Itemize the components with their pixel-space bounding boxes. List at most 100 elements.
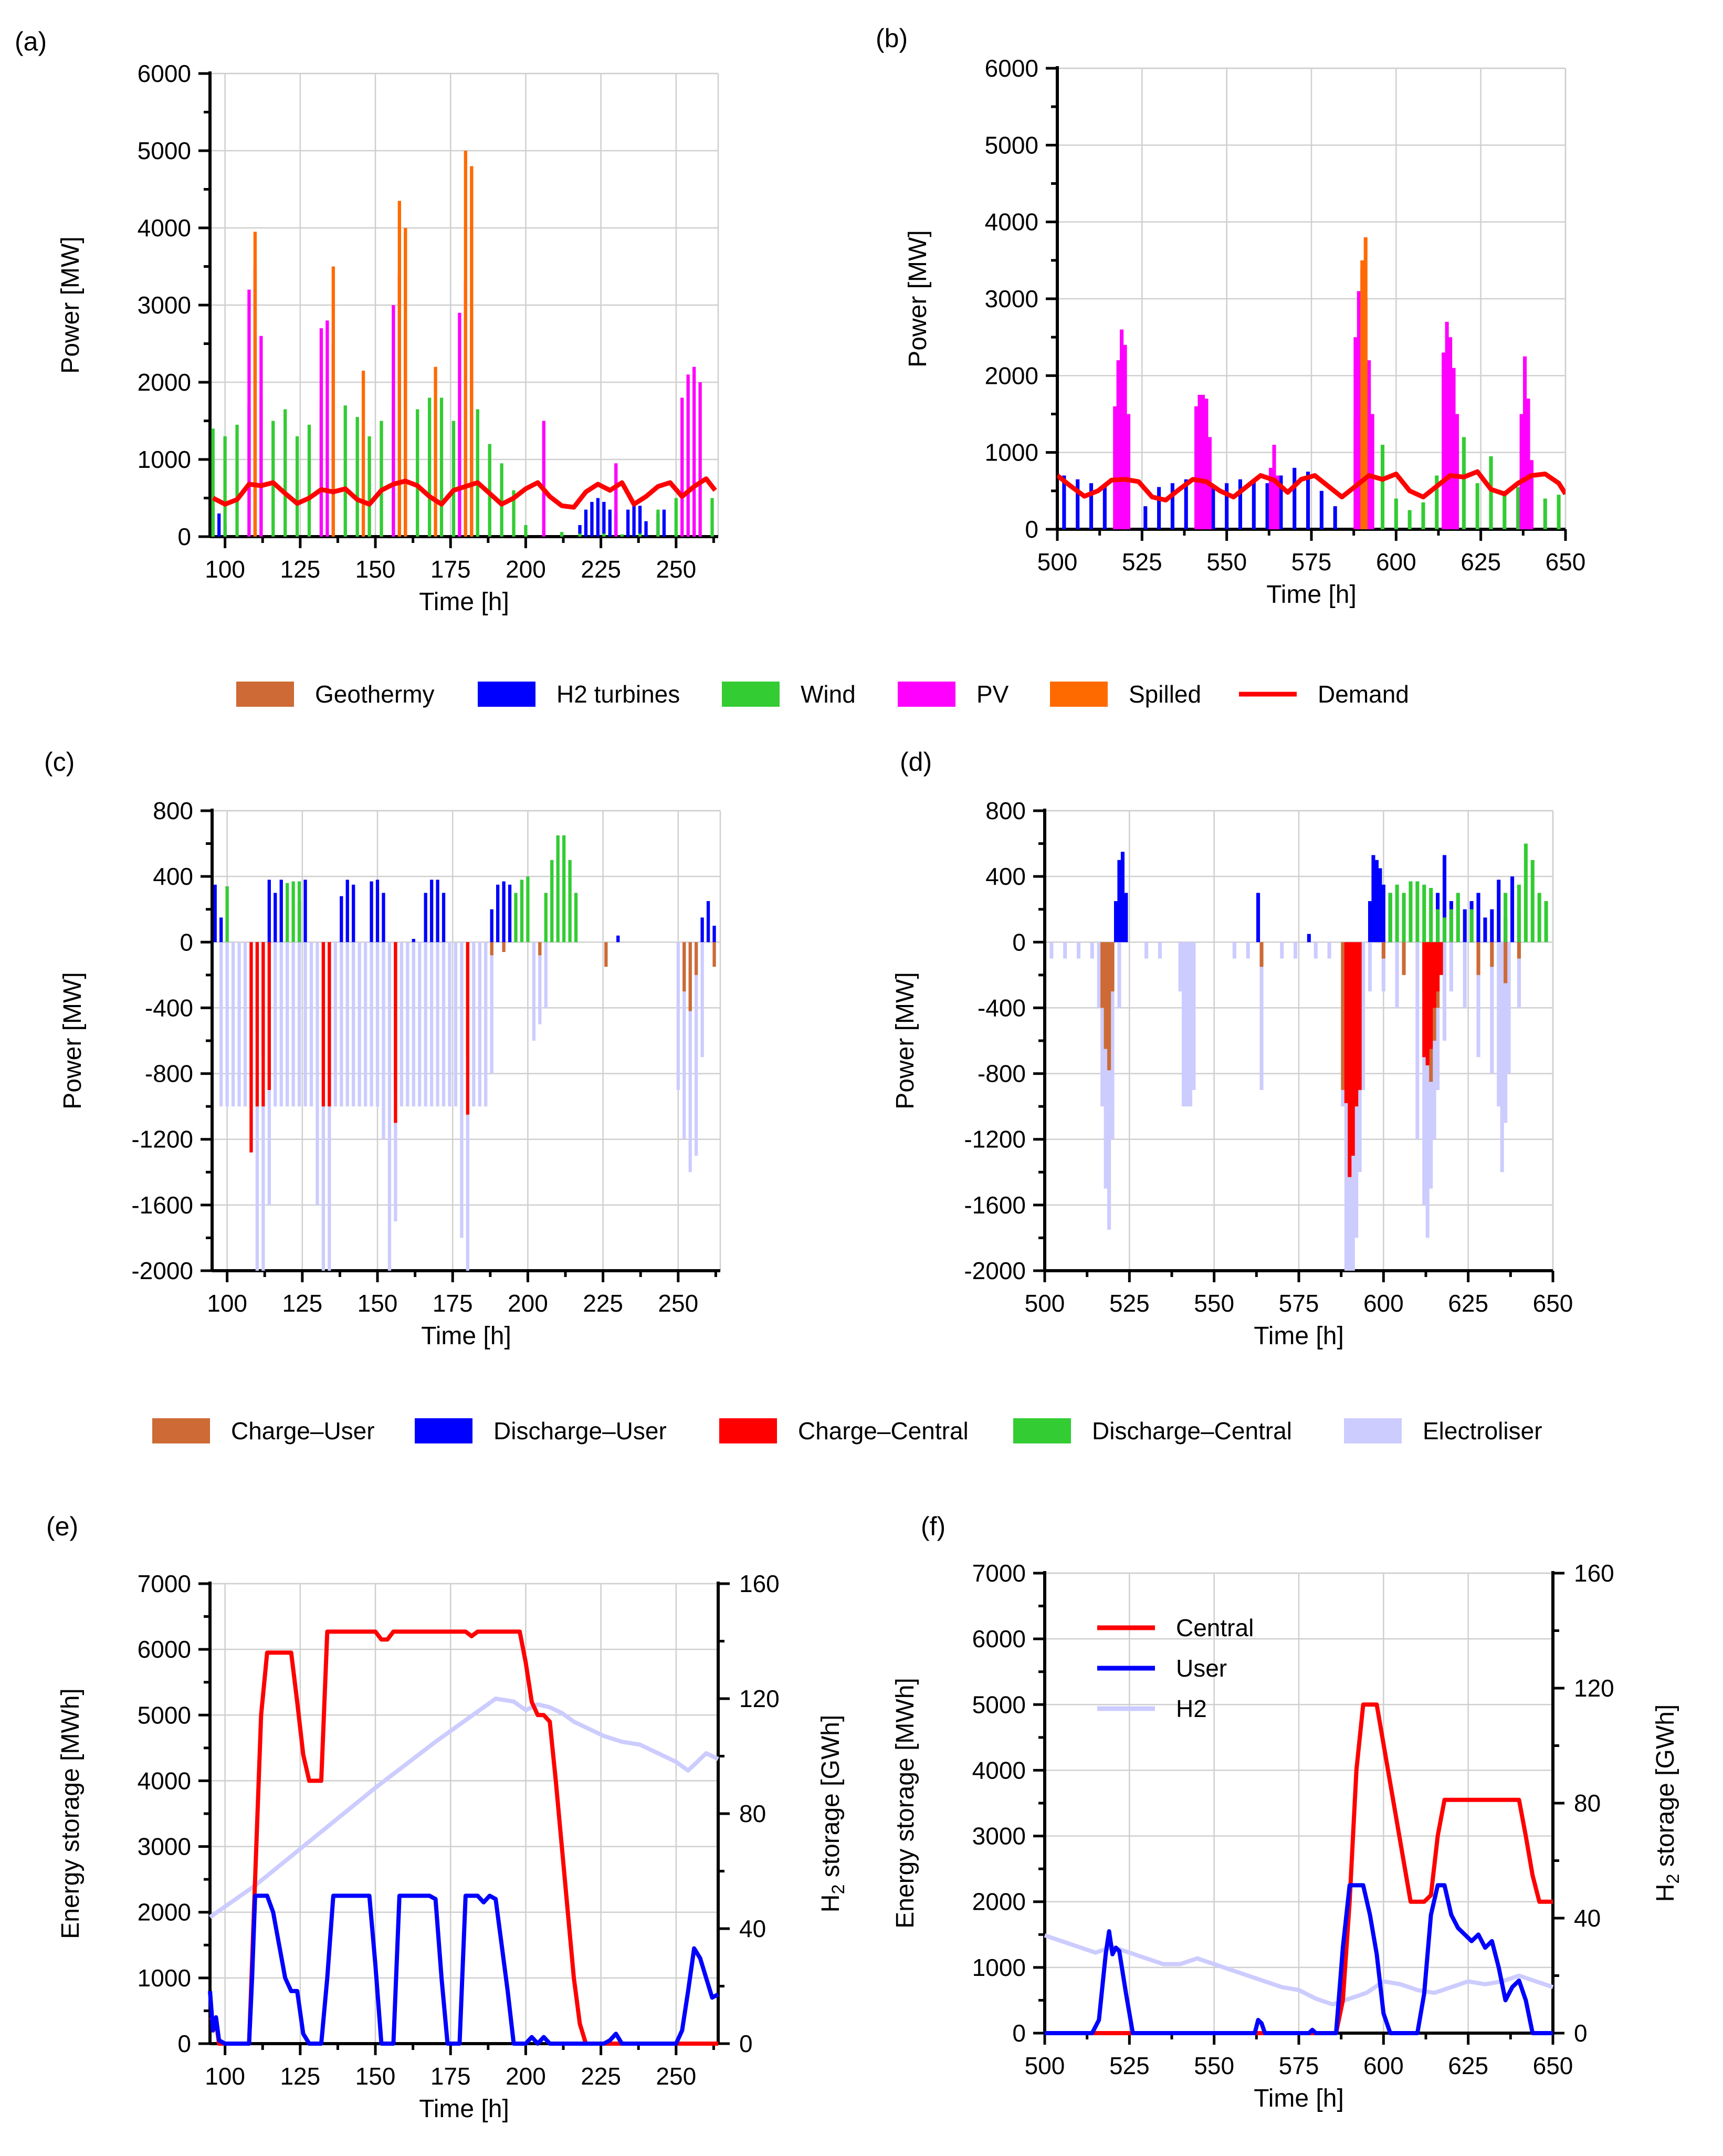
bar [1462,437,1466,529]
x-tick-label: 550 [1194,2052,1234,2079]
series-discharge-central [1388,843,1548,943]
legend-label: Spilled [1129,681,1201,708]
legend-label: Wind [801,681,856,708]
legend-item-discharge-central: Discharge–Central [1013,1417,1292,1445]
bar [1327,942,1331,959]
bar [267,942,271,1090]
x-tick-label: 650 [1533,1290,1573,1317]
bar [261,942,265,1107]
y-tick-label: 6000 [985,55,1038,82]
y-tick-label: -400 [145,994,193,1021]
bar [1378,868,1382,943]
x-tick-label: 150 [355,556,396,583]
y-tick-label: 3000 [972,1823,1026,1850]
bar [1489,456,1493,529]
bar [1182,942,1186,1107]
bar [247,289,251,537]
bar [1507,942,1511,1074]
bar [464,151,468,537]
legend-label: PV [976,681,1009,708]
bar [1120,329,1124,529]
bar [333,942,337,1107]
bar [1442,942,1447,1041]
bar [1100,942,1105,1008]
bar [259,336,263,537]
bar [1360,260,1364,529]
bar [608,509,612,537]
bar [1530,860,1535,943]
bar [620,534,624,537]
bar [1269,467,1273,529]
y-tick-label: 0 [1012,928,1026,956]
bar [1436,909,1440,943]
x-tick-label: 200 [506,2063,546,2090]
bar [674,498,678,537]
bar [502,942,506,953]
bar [370,881,373,943]
bar [319,328,323,537]
bar [1519,414,1524,529]
panel-c: (c) 100 125 150 175 200 225 250 -2000 -1600 -1200 -… [44,747,721,1350]
bar [1429,942,1433,1049]
bar [1351,942,1355,1156]
x-tick-label: 550 [1206,548,1247,575]
bar [307,424,311,537]
x-tick-label: 550 [1194,1290,1234,1317]
bar [297,942,301,1107]
y2-axis-title: H2 storage [GWh] [817,1715,848,1912]
line-central [1045,1702,1553,2035]
bar [1184,479,1188,529]
bar [550,860,554,943]
bar [1252,479,1256,529]
bar [367,436,371,537]
bar [1476,942,1480,1058]
bar [676,942,680,1090]
y-tick-label: 7000 [138,1570,191,1597]
bar [644,521,648,537]
bar [1407,510,1412,529]
bar [297,881,301,943]
bar [682,942,686,992]
bar [1076,942,1081,959]
bar [458,312,461,537]
y2-tick-label: 160 [1574,1560,1614,1587]
x-tick-label: 500 [1025,1290,1065,1317]
x-tick-label: 650 [1546,548,1586,575]
legend-item-discharge-user: Discharge–User [415,1417,667,1445]
y-tick-label: 3000 [138,1833,191,1860]
bar [1422,942,1426,1058]
bar [345,942,349,1107]
bar [638,533,642,537]
line-central [209,1629,718,2046]
bar [397,201,402,537]
y-tick-label: 4000 [138,214,191,242]
bar [1557,495,1561,529]
bars [213,835,716,1271]
y-axis-title: Power [MW] [57,236,85,373]
bar [1192,942,1196,1090]
bar [1490,942,1494,967]
bar [632,501,636,537]
bar [574,893,578,943]
bar [1354,942,1359,1107]
bar [380,421,383,537]
bar [1504,942,1508,1123]
panel-a: (a) 100 125 150 175 200 225 250 0 1000 2000 3000 400… [15,27,719,616]
bar [448,942,451,1107]
bar [1490,909,1494,943]
panel-f: (f)500 525 550 575 600 625 6500100020003000400… [891,1512,1683,2112]
panel-d: (d) 500 525 550 575 600 625 650 -2000 -1600 -1200 -… [891,747,1573,1350]
bar [255,942,259,1107]
bar [1394,498,1398,529]
bar [429,942,434,1107]
bar [375,942,380,1107]
bar [1374,860,1379,943]
legend-item-charge-central: Charge–Central [719,1417,969,1445]
bar [1117,860,1121,943]
bar [1076,479,1080,529]
y-tick-label: 1000 [972,1954,1026,1981]
legend-swatch [236,682,294,707]
y-tick-label: -800 [978,1060,1026,1087]
bar [416,409,419,537]
